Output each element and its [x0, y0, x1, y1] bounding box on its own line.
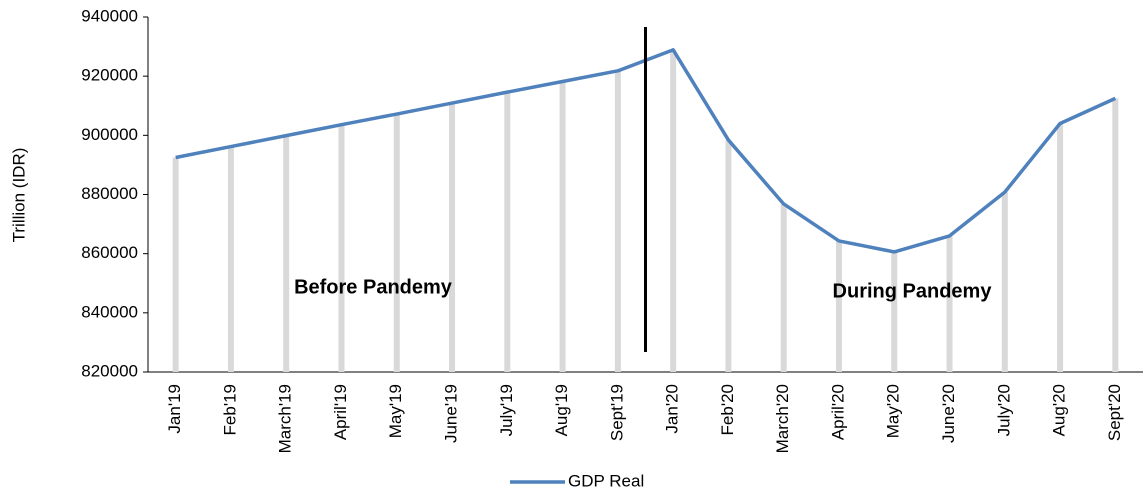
x-tick-label: March'20: [773, 384, 792, 453]
x-tick-label: Feb'19: [220, 384, 239, 435]
y-tick-label: 820000: [81, 361, 138, 380]
x-tick-label: April'20: [828, 384, 847, 440]
y-tick-label: 860000: [81, 243, 138, 262]
annotation: Before Pandemy: [294, 276, 453, 298]
x-tick-label: May'19: [386, 384, 405, 438]
y-tick-label: 940000: [81, 6, 138, 25]
x-tick-label: Aug'19: [552, 384, 571, 436]
x-tick-label: Jan'20: [663, 384, 682, 434]
x-tick-label: July'20: [994, 384, 1013, 436]
x-tick-label: June'20: [939, 384, 958, 443]
legend-label: GDP Real: [568, 471, 644, 490]
y-tick-label: 840000: [81, 302, 138, 321]
x-tick-label: July'19: [497, 384, 516, 436]
y-axis-label: Trillion (IDR): [9, 148, 28, 243]
x-tick-label: Sept'20: [1105, 384, 1124, 441]
y-tick-label: 880000: [81, 184, 138, 203]
y-tick-label: 900000: [81, 125, 138, 144]
x-tick-label: June'19: [442, 384, 461, 443]
y-tick-label: 920000: [81, 66, 138, 85]
x-tick-label: April'19: [331, 384, 350, 440]
x-tick-label: Feb'20: [718, 384, 737, 435]
x-tick-label: Aug'20: [1050, 384, 1069, 436]
annotation: During Pandemy: [833, 280, 993, 302]
x-tick-label: March'19: [276, 384, 295, 453]
x-tick-label: Sept'19: [607, 384, 626, 441]
x-tick-label: Jan'19: [165, 384, 184, 434]
x-tick-label: May'20: [884, 384, 903, 438]
